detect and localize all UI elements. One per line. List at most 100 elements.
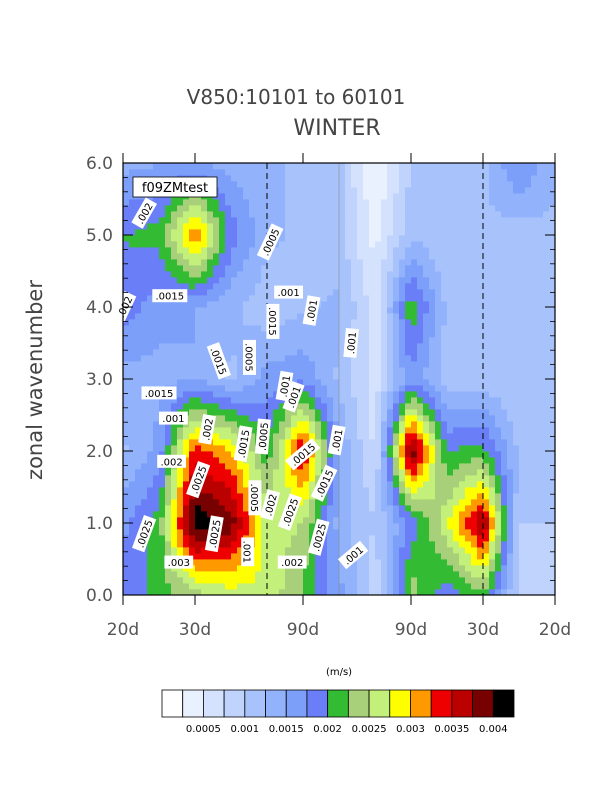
heatmap-cell: [363, 367, 370, 374]
heatmap-cell: [411, 247, 418, 254]
heatmap-cell: [189, 331, 196, 338]
heatmap-cell: [489, 289, 496, 296]
heatmap-cell: [129, 451, 136, 458]
heatmap-cell: [387, 295, 394, 302]
heatmap-cell: [189, 211, 196, 218]
heatmap-cell: [537, 445, 544, 452]
heatmap-cell: [471, 463, 478, 470]
heatmap-cell: [357, 241, 364, 248]
heatmap-cell: [513, 535, 520, 542]
heatmap-cell: [447, 349, 454, 356]
heatmap-cell: [285, 409, 292, 416]
heatmap-cell: [441, 559, 448, 566]
heatmap-cell: [177, 391, 184, 398]
heatmap-cell: [363, 187, 370, 194]
heatmap-cell: [429, 295, 436, 302]
heatmap-cell: [285, 217, 292, 224]
heatmap-cell: [207, 571, 214, 578]
heatmap-cell: [177, 529, 184, 536]
heatmap-cell: [147, 235, 154, 242]
heatmap-cell: [483, 559, 490, 566]
heatmap-cell: [213, 511, 220, 518]
heatmap-cell: [381, 499, 388, 506]
heatmap-cell: [417, 541, 424, 548]
heatmap-cell: [483, 517, 490, 524]
heatmap-cell: [369, 397, 376, 404]
heatmap-cell: [501, 373, 508, 380]
heatmap-cell: [225, 571, 232, 578]
heatmap-cell: [507, 217, 514, 224]
heatmap-cell: [363, 313, 370, 320]
heatmap-cell: [279, 427, 286, 434]
heatmap-cell: [453, 331, 460, 338]
heatmap-cell: [189, 415, 196, 422]
heatmap-cell: [405, 271, 412, 278]
heatmap-cell: [201, 313, 208, 320]
heatmap-cell: [219, 547, 226, 554]
heatmap-cell: [201, 307, 208, 314]
heatmap-cell: [195, 409, 202, 416]
heatmap-cell: [243, 379, 250, 386]
heatmap-cell: [339, 181, 346, 188]
heatmap-cell: [489, 367, 496, 374]
heatmap-cell: [429, 361, 436, 368]
heatmap-cell: [123, 571, 130, 578]
heatmap-cell: [453, 553, 460, 560]
heatmap-cell: [441, 367, 448, 374]
heatmap-cell: [339, 589, 346, 595]
heatmap-cell: [543, 247, 550, 254]
heatmap-cell: [513, 211, 520, 218]
heatmap-cell: [507, 349, 514, 356]
heatmap-cell: [141, 241, 148, 248]
heatmap-cell: [525, 373, 532, 380]
heatmap-cell: [273, 343, 280, 350]
heatmap-cell: [405, 517, 412, 524]
heatmap-cell: [357, 265, 364, 272]
heatmap-cell: [429, 463, 436, 470]
heatmap-cell: [279, 493, 286, 500]
heatmap-cell: [405, 319, 412, 326]
heatmap-cell: [381, 349, 388, 356]
heatmap-cell: [249, 409, 256, 416]
heatmap-cell: [159, 403, 166, 410]
heatmap-cell: [201, 205, 208, 212]
heatmap-cell: [327, 181, 334, 188]
heatmap-cell: [489, 259, 496, 266]
heatmap-cell: [375, 535, 382, 542]
heatmap-cell: [453, 427, 460, 434]
heatmap-cell: [375, 229, 382, 236]
heatmap-cell: [213, 505, 220, 512]
heatmap-cell: [333, 565, 340, 572]
heatmap-cell: [339, 277, 346, 284]
heatmap-cell: [543, 433, 550, 440]
heatmap-cell: [447, 583, 454, 590]
heatmap-cell: [369, 451, 376, 458]
heatmap-cell: [165, 217, 172, 224]
heatmap-cell: [153, 463, 160, 470]
heatmap-cell: [375, 553, 382, 560]
heatmap-cell: [489, 439, 496, 446]
heatmap-cell: [195, 373, 202, 380]
heatmap-cell: [423, 325, 430, 332]
heatmap-cell: [459, 445, 466, 452]
heatmap-cell: [483, 289, 490, 296]
heatmap-cell: [189, 511, 196, 518]
heatmap-cell: [489, 223, 496, 230]
heatmap-cell: [195, 235, 202, 242]
heatmap-cell: [381, 265, 388, 272]
heatmap-cell: [435, 535, 442, 542]
heatmap-cell: [399, 475, 406, 482]
heatmap-cell: [213, 499, 220, 506]
heatmap-cell: [417, 403, 424, 410]
heatmap-cell: [231, 361, 238, 368]
heatmap-cell: [417, 379, 424, 386]
heatmap-cell: [267, 565, 274, 572]
heatmap-cell: [165, 343, 172, 350]
heatmap-cell: [165, 469, 172, 476]
heatmap-cell: [237, 319, 244, 326]
heatmap-cell: [225, 229, 232, 236]
heatmap-cell: [495, 517, 502, 524]
heatmap-cell: [483, 427, 490, 434]
heatmap-cell: [153, 259, 160, 266]
heatmap-cell: [375, 409, 382, 416]
